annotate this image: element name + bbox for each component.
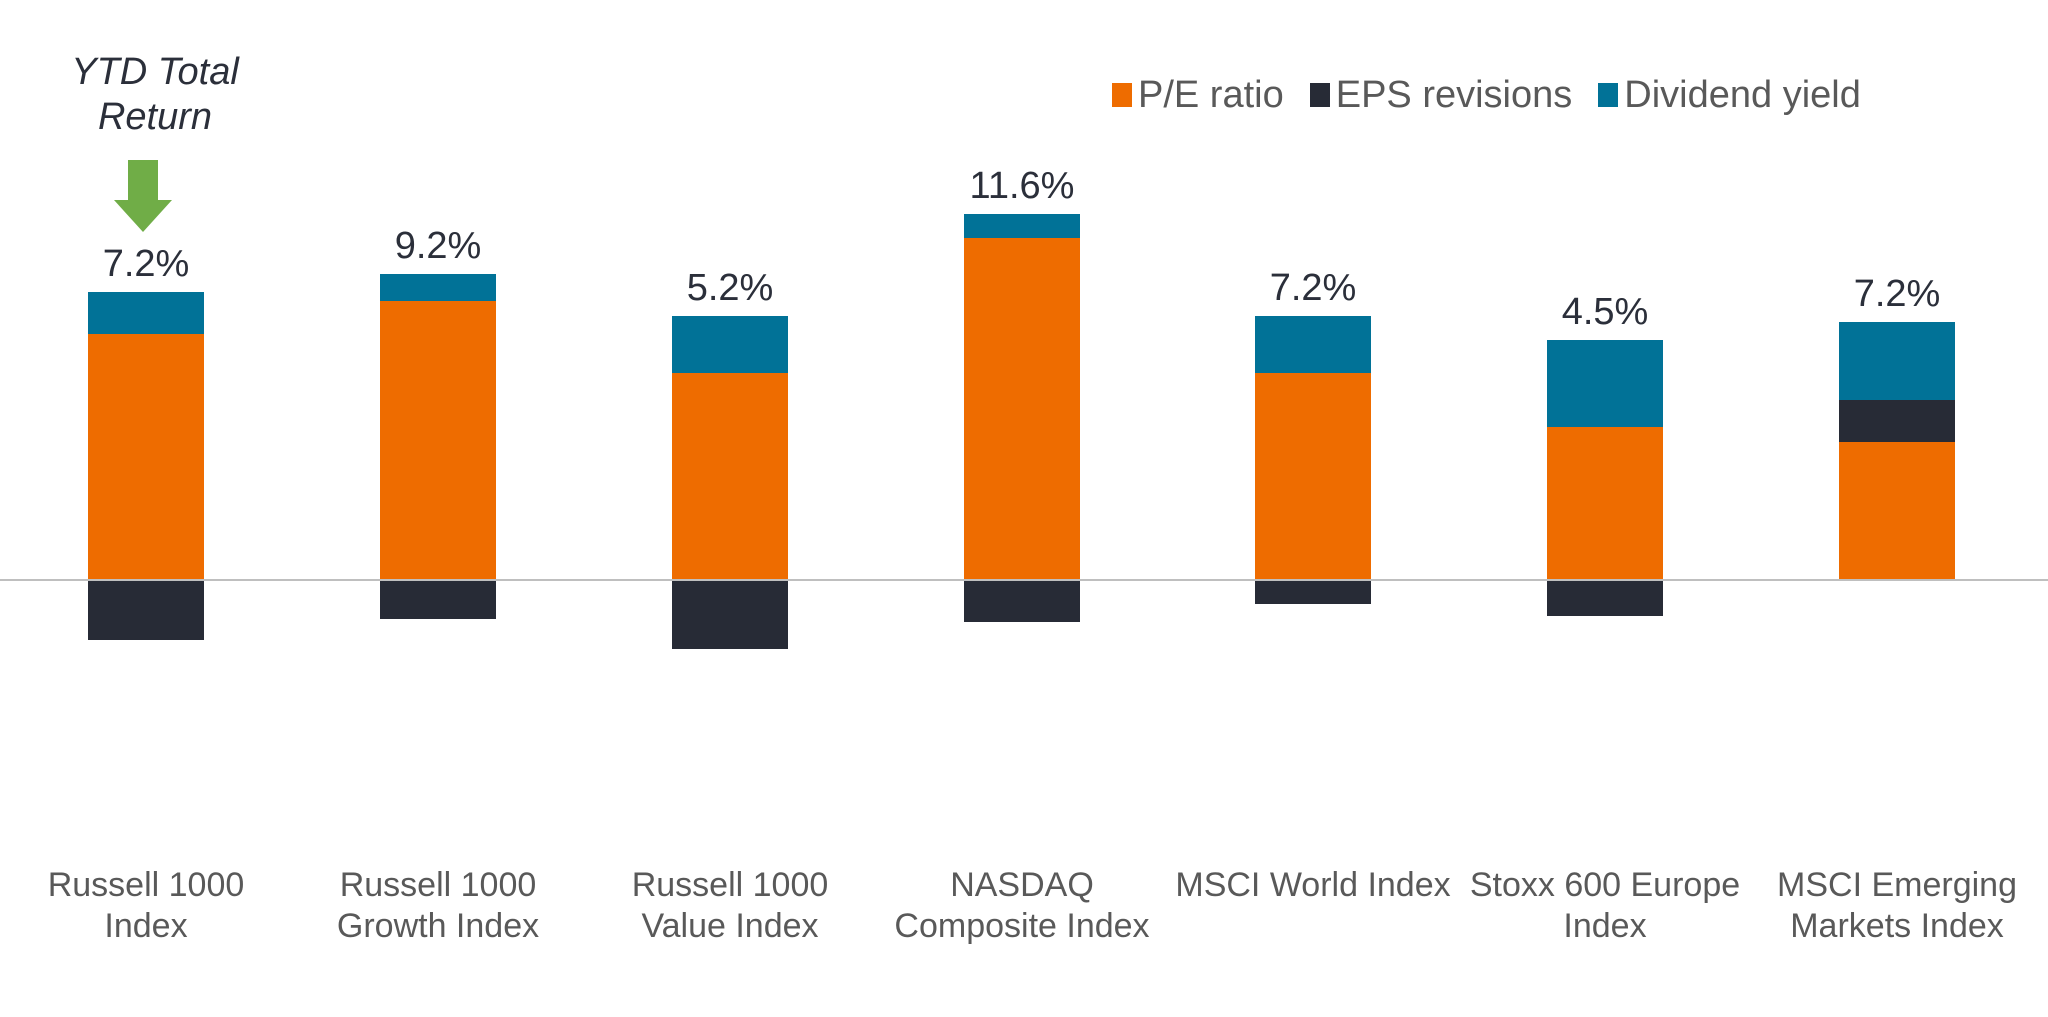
category-label-3: Russell 1000 Value Index xyxy=(580,865,880,947)
bar-segment-p-e-ratio-4 xyxy=(964,238,1080,580)
bar-segment-dividend-yield-1 xyxy=(88,292,204,334)
bar-segment-dividend-yield-6 xyxy=(1547,340,1663,427)
category-label-line: Value Index xyxy=(641,907,819,945)
total-label-3: 5.2% xyxy=(687,267,774,309)
category-label-line: Index xyxy=(104,907,188,945)
bar-segment-dividend-yield-4 xyxy=(964,214,1080,238)
bar-segment-p-e-ratio-6 xyxy=(1547,427,1663,580)
category-label-line: Index xyxy=(1563,907,1647,945)
bar-segment-eps-revisions-4 xyxy=(964,580,1080,622)
total-label-1: 7.2% xyxy=(103,243,190,285)
total-label-7: 7.2% xyxy=(1854,273,1941,315)
bar-segment-p-e-ratio-5 xyxy=(1255,373,1371,580)
bar-segment-p-e-ratio-7 xyxy=(1839,442,1955,580)
legend-swatch-dividend-yield xyxy=(1598,83,1619,107)
category-label-5: MSCI World Index xyxy=(1163,865,1463,906)
category-label-line: Russell 1000 xyxy=(339,866,537,904)
category-label-line: Russell 1000 xyxy=(631,866,829,904)
bar-segment-p-e-ratio-2 xyxy=(380,301,496,580)
bar-segment-eps-revisions-2 xyxy=(380,580,496,619)
category-label-7: MSCI Emerging Markets Index xyxy=(1747,865,2047,947)
total-label-2: 9.2% xyxy=(395,225,482,267)
bars-group xyxy=(88,214,1955,649)
category-label-1: Russell 1000 Index xyxy=(0,865,296,947)
total-labels-group: 7.2% 9.2% 5.2% 11.6% 7.2% 4.5% 7.2% xyxy=(103,165,1941,333)
bar-segment-p-e-ratio-3 xyxy=(672,373,788,580)
category-label-line: Growth Index xyxy=(336,907,540,945)
legend-label-eps-revisions: EPS revisions xyxy=(1335,73,1573,116)
category-label-line: Composite Index xyxy=(894,907,1150,945)
bar-segment-dividend-yield-3 xyxy=(672,316,788,373)
bar-segment-eps-revisions-5 xyxy=(1255,580,1371,604)
legend-label-dividend-yield: Dividend yield xyxy=(1624,73,1861,116)
bar-segment-dividend-yield-2 xyxy=(380,274,496,301)
legend-item-eps-revisions: EPS revisions xyxy=(1309,73,1573,117)
annotation-line-1: YTD Total xyxy=(71,51,239,93)
bar-segment-eps-revisions-3 xyxy=(672,580,788,649)
bar-segment-p-e-ratio-1 xyxy=(88,334,204,580)
category-label-6: Stoxx 600 Europe Index xyxy=(1455,865,1755,947)
category-label-line: MSCI World Index xyxy=(1175,866,1451,904)
ytd-total-return-annotation: YTD Total Return xyxy=(40,50,270,140)
category-label-line: Stoxx 600 Europe xyxy=(1469,866,1741,904)
category-label-line: Markets Index xyxy=(1790,907,2004,945)
arrow-shape xyxy=(114,160,172,232)
category-label-line: NASDAQ xyxy=(950,866,1094,904)
bar-segment-eps-revisions-6 xyxy=(1547,580,1663,616)
total-label-4: 11.6% xyxy=(970,165,1075,207)
bar-segment-eps-revisions-7 xyxy=(1839,400,1955,442)
legend-label-pe-ratio: P/E ratio xyxy=(1138,73,1284,116)
category-label-4: NASDAQ Composite Index xyxy=(872,865,1172,947)
category-label-line: Russell 1000 xyxy=(47,866,245,904)
category-label-2: Russell 1000 Growth Index xyxy=(288,865,588,947)
bar-segment-dividend-yield-7 xyxy=(1839,322,1955,400)
down-arrow-icon xyxy=(114,160,172,232)
category-label-line: MSCI Emerging xyxy=(1777,866,2017,904)
total-label-5: 7.2% xyxy=(1270,267,1357,309)
legend-item-pe-ratio: P/E ratio xyxy=(1112,74,1284,117)
legend-item-dividend-yield: Dividend yield xyxy=(1598,74,1861,117)
bar-segment-dividend-yield-5 xyxy=(1255,316,1371,373)
annotation-line-2: Return xyxy=(97,96,213,138)
legend: P/E ratio EPS revisions Dividend yield xyxy=(1112,70,1887,120)
bar-segment-eps-revisions-1 xyxy=(88,580,204,640)
legend-swatch-pe-ratio xyxy=(1112,83,1132,107)
legend-swatch-eps-revisions xyxy=(1309,83,1330,107)
total-label-6: 4.5% xyxy=(1562,291,1649,333)
